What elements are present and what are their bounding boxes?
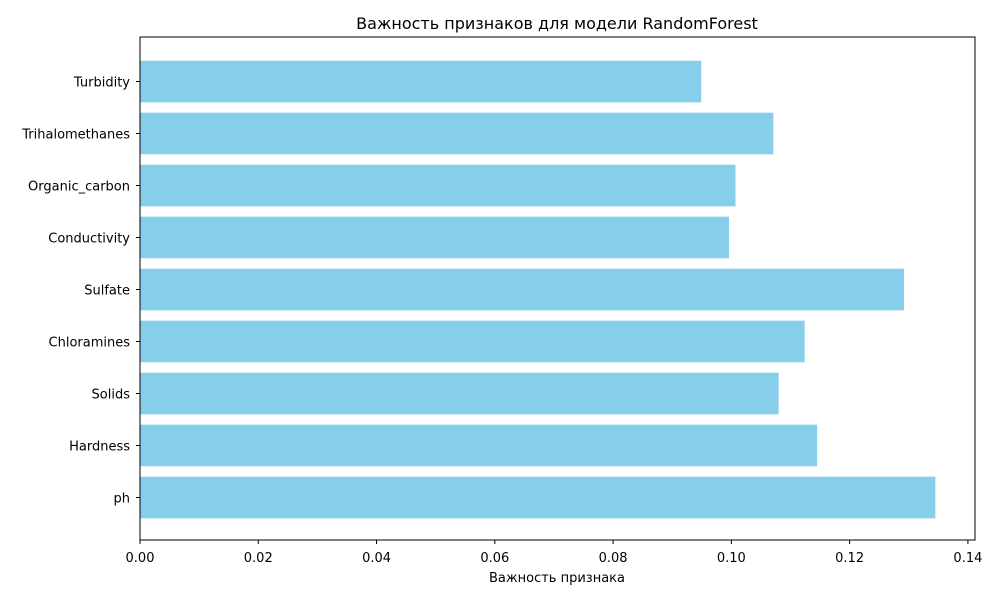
- x-tick-label: 0.00: [126, 551, 155, 566]
- x-tick-label: 0.02: [244, 551, 273, 566]
- bar-turbidity: [140, 60, 702, 103]
- y-tick-label-hardness: Hardness: [69, 440, 130, 455]
- bars-group: [140, 60, 936, 519]
- x-tick-label: 0.06: [480, 551, 509, 566]
- bar-organic-carbon: [140, 164, 736, 207]
- x-tick-label: 0.10: [717, 551, 746, 566]
- x-axis: 0.00 0.02 0.04 0.06 0.08 0.10 0.12 0.14: [126, 540, 982, 566]
- chart-title: Важность признаков для модели RandomFore…: [356, 14, 758, 33]
- y-tick-label-trihalomethanes: Trihalomethanes: [21, 128, 130, 143]
- bar-chloramines: [140, 320, 805, 363]
- bar-hardness: [140, 424, 818, 467]
- plot-frame: [139, 36, 976, 541]
- y-tick-label-solids: Solids: [92, 388, 131, 403]
- x-axis-label: Важность признака: [489, 571, 625, 586]
- y-tick-label-chloramines: Chloramines: [49, 336, 131, 351]
- bar-trihalomethanes: [140, 112, 774, 155]
- y-tick-label-turbidity: Turbidity: [73, 76, 130, 91]
- y-axis: ph Hardness Solids Chloramines Sulfate Conduc…: [21, 76, 140, 507]
- bar-ph: [140, 476, 936, 519]
- bar-sulfate: [140, 268, 905, 311]
- x-tick-label: 0.14: [953, 551, 982, 566]
- x-tick-label: 0.08: [599, 551, 628, 566]
- y-tick-label-ph: ph: [114, 492, 131, 507]
- y-tick-label-conductivity: Conductivity: [48, 232, 130, 247]
- x-tick-label: 0.12: [835, 551, 864, 566]
- bar-conductivity: [140, 216, 729, 259]
- y-tick-label-organic-carbon: Organic_carbon: [28, 180, 130, 195]
- y-tick-label-sulfate: Sulfate: [84, 284, 130, 299]
- bar-solids: [140, 372, 779, 415]
- x-tick-label: 0.04: [362, 551, 391, 566]
